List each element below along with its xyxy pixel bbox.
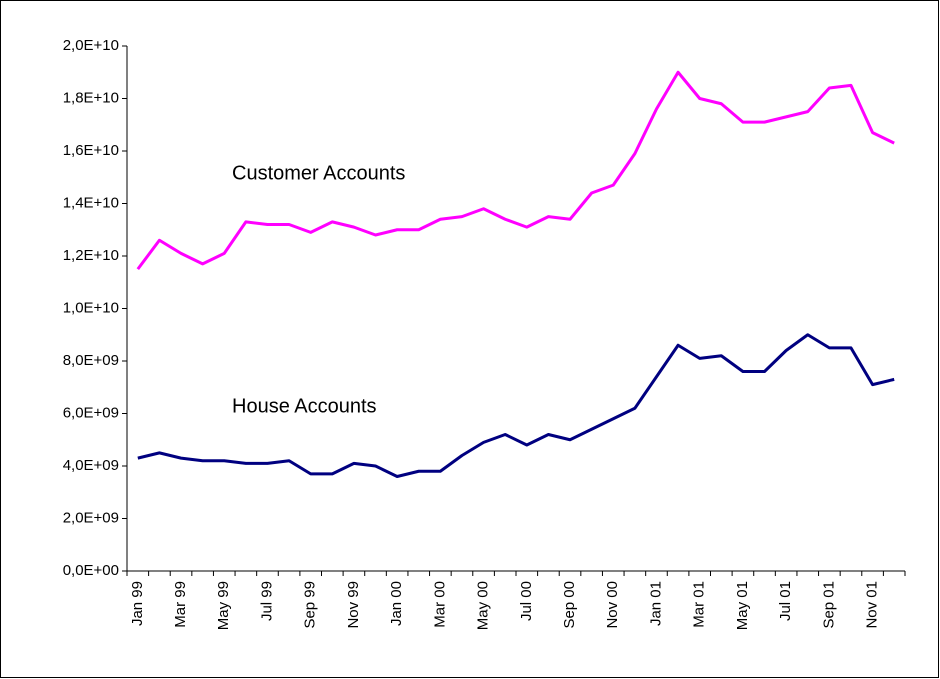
y-tick-label: 8,0E+09 <box>63 352 119 369</box>
series-label: Customer Accounts <box>232 162 405 184</box>
x-tick-label: May 01 <box>734 581 751 630</box>
series-line <box>137 333 895 478</box>
x-tick-label: Jul 00 <box>518 581 535 621</box>
y-tick-label: 2,0E+10 <box>63 37 119 54</box>
x-tick-label: Mar 00 <box>431 581 448 628</box>
x-tick-label: Jul 99 <box>258 581 275 621</box>
x-tick-label: Jan 01 <box>647 581 664 626</box>
x-tick-label: Jan 99 <box>129 581 146 626</box>
x-tick-label: Sep 01 <box>820 581 837 629</box>
y-tick-label: 4,0E+09 <box>63 457 119 474</box>
x-tick-label: Nov 00 <box>604 581 621 629</box>
x-tick-label: Nov 99 <box>345 581 362 629</box>
y-tick-label: 1,6E+10 <box>63 142 119 159</box>
x-tick-label: May 99 <box>215 581 232 630</box>
y-tick-label: 1,8E+10 <box>63 89 119 106</box>
x-tick-label: Jan 00 <box>388 581 405 626</box>
x-tick-label: Mar 01 <box>691 581 708 628</box>
x-tick-label: Sep 00 <box>561 581 578 629</box>
x-tick-label: Jul 01 <box>777 581 794 621</box>
y-tick-label: 1,2E+10 <box>63 247 119 264</box>
y-tick-label: 2,0E+09 <box>63 509 119 526</box>
y-tick-label: 0,0E+00 <box>63 562 119 579</box>
x-tick-label: Nov 01 <box>864 581 881 629</box>
y-tick-label: 1,0E+10 <box>63 299 119 316</box>
series-line <box>136 70 895 271</box>
y-tick-label: 6,0E+09 <box>63 404 119 421</box>
x-tick-label: May 00 <box>475 581 492 630</box>
y-tick-label: 1,4E+10 <box>63 194 119 211</box>
x-tick-label: Sep 99 <box>302 581 319 629</box>
series-label: House Accounts <box>232 395 377 417</box>
x-tick-label: Mar 99 <box>172 581 189 628</box>
